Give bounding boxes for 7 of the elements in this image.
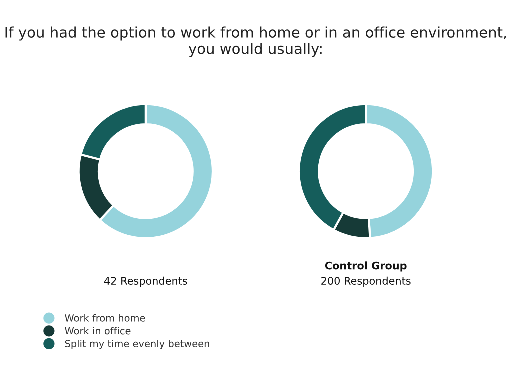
text: 42 Respondents: [104, 276, 188, 287]
legend-label: Split my time evenly between: [65, 340, 210, 350]
text: Control Group: [325, 262, 407, 272]
text: 200 Respondents: [322, 276, 411, 287]
text: If you had the option to work from home or in an office environment, you would usually:: [6, 26, 506, 58]
legend-label: Work in office: [65, 327, 131, 335]
legend-label: Work from home: [65, 314, 146, 322]
